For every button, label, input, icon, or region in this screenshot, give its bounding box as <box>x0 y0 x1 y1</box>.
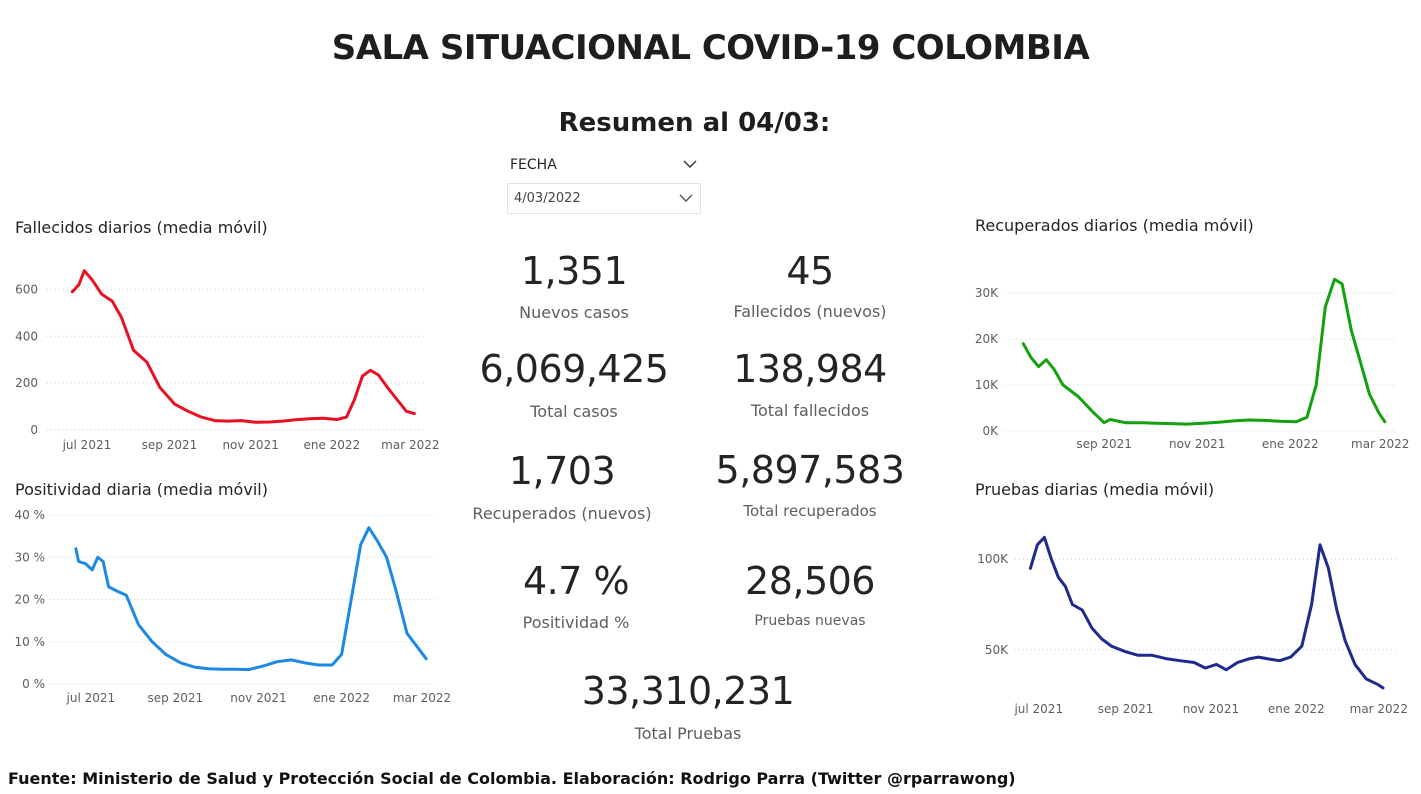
chart-pruebas: 50K 100K jul 2021 sep 2021 nov 2021 ene 2022 m… <box>977 535 1408 716</box>
kpi-total-pruebas-value: 33,310,231 <box>581 669 795 713</box>
positividad-y-tick-label: 40 % <box>15 508 46 522</box>
kpi-positividad-label: Positividad % <box>522 613 630 632</box>
kpi-pruebas-nuevas-label: Pruebas nuevas <box>754 613 866 629</box>
recuperados-y-tick-label: 20K <box>975 332 999 346</box>
date-select[interactable]: 4/03/2022 <box>507 183 701 214</box>
pruebas-x-tick-label: mar 2022 <box>1350 702 1408 716</box>
fallecidos-x-tick-label: sep 2021 <box>142 438 198 452</box>
pruebas-y-tick-label: 100K <box>977 552 1009 566</box>
fallecidos-y-tick-label: 400 <box>15 329 38 343</box>
pruebas-x-tick-label: sep 2021 <box>1098 702 1154 716</box>
recuperados-x-tick-label: mar 2022 <box>1351 437 1409 451</box>
fallecidos-x-tick-label: mar 2022 <box>381 438 439 452</box>
kpi-total-casos-value: 6,069,425 <box>479 347 669 391</box>
recuperados-x-tick-label: ene 2022 <box>1262 437 1319 451</box>
kpi-recuperados-nuevos-value: 1,703 <box>508 449 616 493</box>
chart-recuperados: 0K 10K 20K 30K sep 2021 nov 2021 ene 2022 mar 2… <box>975 277 1409 451</box>
date-slicer-header[interactable]: FECHA <box>510 156 700 178</box>
kpi-fallecidos-nuevos-label: Fallecidos (nuevos) <box>733 302 887 321</box>
recuperados-y-tick-label: 30K <box>975 286 999 300</box>
recuperados-series-line[interactable] <box>1021 277 1387 426</box>
source-footer: Fuente: Ministerio de Salud y Protección… <box>8 769 1016 788</box>
summary-title: Resumen al 04/03: <box>0 108 1421 138</box>
pruebas-x-tick-label: ene 2022 <box>1268 702 1325 716</box>
chart-title-pruebas: Pruebas diarias (media móvil) <box>975 480 1215 499</box>
positividad-x-tick-label: sep 2021 <box>148 691 204 705</box>
chevron-down-icon[interactable] <box>682 156 698 176</box>
positividad-y-tick-label: 30 % <box>15 550 46 564</box>
recuperados-x-tick-label: nov 2021 <box>1169 437 1225 451</box>
fallecidos-y-tick-label: 0 <box>30 423 38 437</box>
kpi-nuevos-casos-value: 1,351 <box>520 249 628 293</box>
kpi-fallecidos-nuevos-value: 45 <box>786 249 834 293</box>
dashboard-title: SALA SITUACIONAL COVID-19 COLOMBIA <box>331 28 1090 68</box>
date-select-value: 4/03/2022 <box>514 191 581 206</box>
kpi-total-casos-label: Total casos <box>530 402 618 421</box>
fallecidos-series-line[interactable] <box>70 269 416 424</box>
recuperados-x-tick-label: sep 2021 <box>1076 437 1132 451</box>
positividad-x-tick-label: ene 2022 <box>313 691 370 705</box>
fallecidos-y-tick-label: 200 <box>15 376 38 390</box>
summary-title-text: Resumen al 04/03: <box>558 108 831 138</box>
date-slicer-label: FECHA <box>510 157 557 173</box>
chart-title-positividad: Positividad diaria (media móvil) <box>15 480 268 499</box>
chart-title-fallecidos: Fallecidos diarios (media móvil) <box>15 218 268 237</box>
kpi-total-recuperados-label: Total recuperados <box>743 502 877 520</box>
positividad-y-tick-label: 20 % <box>15 593 46 607</box>
positividad-x-tick-label: nov 2021 <box>230 691 286 705</box>
kpi-positividad-value: 4.7 % <box>522 559 630 603</box>
chevron-down-icon[interactable] <box>678 190 694 210</box>
kpi-total-fallecidos-value: 138,984 <box>733 347 887 391</box>
recuperados-y-tick-label: 0K <box>982 424 999 438</box>
pruebas-x-tick-label: jul 2021 <box>1013 702 1063 716</box>
kpi-pruebas-nuevas-value: 28,506 <box>745 559 875 603</box>
positividad-x-tick-label: mar 2022 <box>393 691 451 705</box>
positividad-series-line[interactable] <box>74 526 428 672</box>
fallecidos-x-tick-label: jul 2021 <box>62 438 112 452</box>
positividad-y-tick-label: 0 % <box>22 677 45 691</box>
pruebas-series-line[interactable] <box>1028 535 1385 690</box>
fallecidos-x-tick-label: nov 2021 <box>222 438 278 452</box>
kpi-total-pruebas-label: Total Pruebas <box>634 724 742 743</box>
fallecidos-y-tick-label: 600 <box>15 282 38 296</box>
fallecidos-x-tick-label: ene 2022 <box>303 438 360 452</box>
pruebas-y-tick-label: 50K <box>985 643 1009 657</box>
chart-title-recuperados: Recuperados diarios (media móvil) <box>975 216 1254 235</box>
kpi-total-fallecidos-label: Total fallecidos <box>750 401 870 420</box>
kpi-recuperados-nuevos-label: Recuperados (nuevos) <box>472 504 652 523</box>
kpi-nuevos-casos-label: Nuevos casos <box>519 303 629 322</box>
chart-positividad: 0 % 10 % 20 % 30 % 40 % jul 2021 sep 2021 nov 2… <box>15 508 452 705</box>
positividad-y-tick-label: 10 % <box>15 635 46 649</box>
positividad-x-tick-label: jul 2021 <box>66 691 116 705</box>
kpi-total-recuperados-value: 5,897,583 <box>715 448 905 492</box>
pruebas-x-tick-label: nov 2021 <box>1183 702 1239 716</box>
chart-fallecidos: 0 200 400 600 jul 2021 sep 2021 nov 2021 ene 20… <box>15 269 440 452</box>
recuperados-y-tick-label: 10K <box>975 378 999 392</box>
